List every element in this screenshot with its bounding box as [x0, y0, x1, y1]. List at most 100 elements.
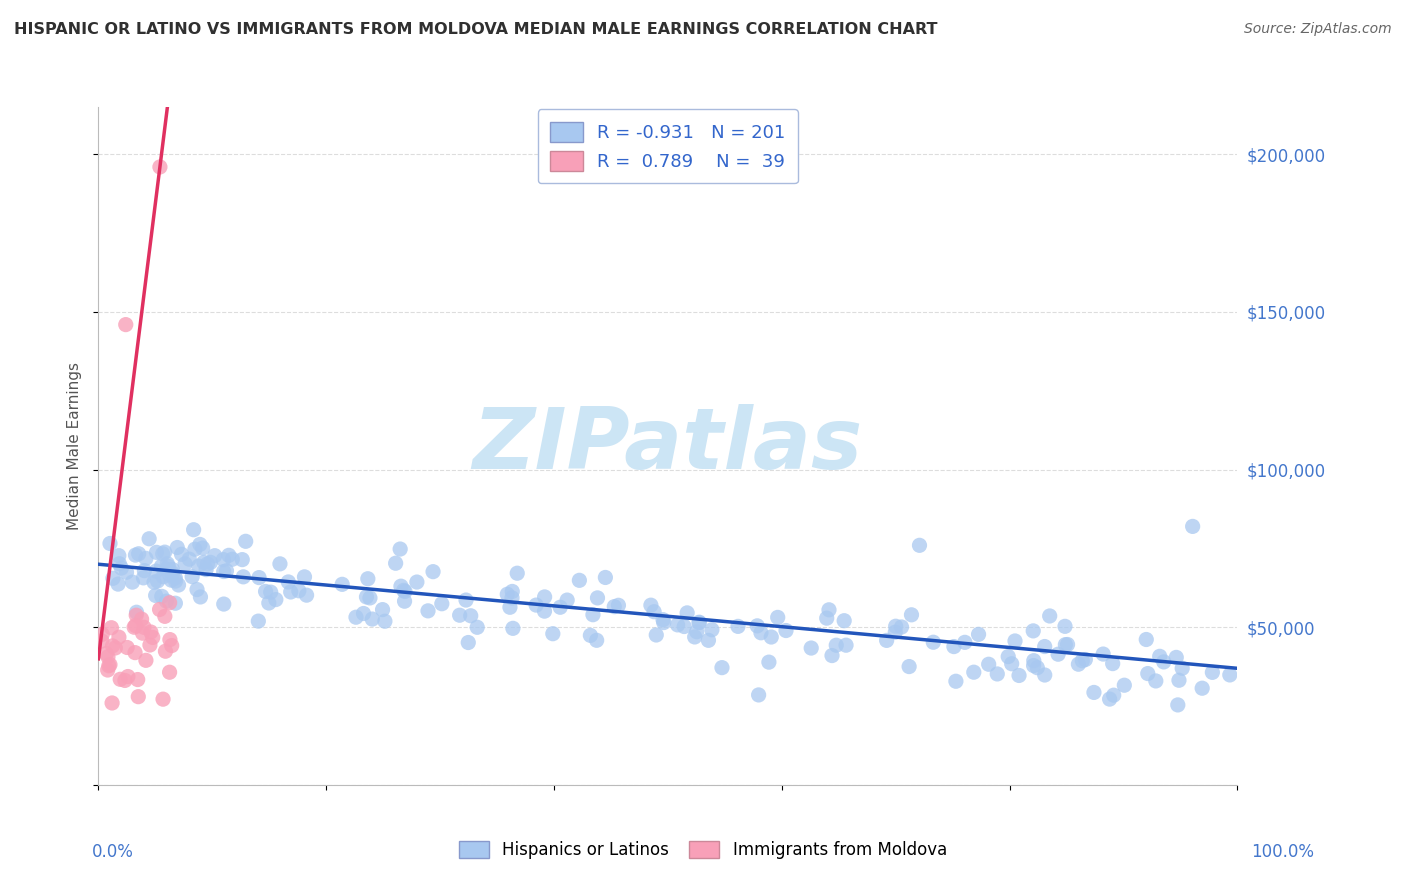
Point: [124, 548, 146, 562]
Point: [416, 604, 439, 618]
Point: [288, 583, 311, 598]
Point: [607, 599, 630, 613]
Point: [159, 567, 181, 582]
Point: [91, 627, 114, 641]
Point: [110, 561, 132, 575]
Point: [683, 630, 706, 644]
Point: [138, 532, 160, 546]
Point: [124, 646, 146, 660]
Point: [963, 665, 986, 680]
Point: [1201, 665, 1223, 680]
Point: [153, 609, 176, 624]
Point: [603, 599, 626, 614]
Point: [1001, 657, 1024, 671]
Point: [159, 665, 181, 680]
Point: [541, 626, 564, 640]
Point: [149, 160, 172, 174]
Point: [110, 673, 132, 687]
Point: [1166, 650, 1188, 665]
Point: [124, 618, 146, 632]
Point: [1004, 634, 1026, 648]
Point: [371, 602, 394, 616]
Point: [127, 690, 149, 704]
Point: [1181, 519, 1204, 533]
Point: [1083, 685, 1105, 699]
Point: [942, 640, 965, 654]
Point: [389, 579, 412, 593]
Point: [524, 598, 547, 612]
Point: [908, 538, 931, 552]
Point: [160, 573, 183, 587]
Point: [90, 634, 112, 648]
Point: [174, 557, 197, 571]
Point: [125, 608, 148, 623]
Point: [264, 592, 287, 607]
Point: [821, 648, 844, 663]
Point: [159, 632, 181, 647]
Point: [1033, 668, 1056, 682]
Point: [193, 555, 215, 569]
Point: [128, 547, 150, 561]
Y-axis label: Median Male Earnings: Median Male Earnings: [67, 362, 83, 530]
Point: [645, 628, 668, 642]
Point: [160, 639, 183, 653]
Point: [114, 673, 136, 688]
Point: [254, 584, 277, 599]
Point: [652, 615, 675, 630]
Point: [155, 644, 177, 658]
Point: [260, 585, 283, 599]
Point: [457, 635, 479, 649]
Point: [100, 621, 122, 635]
Point: [700, 623, 723, 637]
Point: [430, 597, 453, 611]
Point: [357, 572, 380, 586]
Point: [766, 610, 789, 624]
Point: [1056, 638, 1078, 652]
Point: [165, 574, 187, 588]
Point: [389, 542, 412, 557]
Point: [499, 600, 522, 615]
Point: [96, 647, 118, 661]
Point: [247, 614, 270, 628]
Point: [1071, 654, 1094, 668]
Point: [997, 649, 1019, 664]
Point: [579, 628, 602, 642]
Point: [115, 566, 138, 580]
Point: [1102, 688, 1125, 702]
Point: [152, 692, 174, 706]
Point: [666, 618, 689, 632]
Point: [97, 649, 120, 664]
Point: [1008, 668, 1031, 682]
Point: [152, 569, 174, 583]
Point: [1092, 647, 1115, 661]
Point: [1039, 609, 1062, 624]
Point: [595, 570, 617, 584]
Point: [502, 621, 524, 635]
Point: [652, 613, 675, 627]
Point: [747, 619, 769, 633]
Point: [127, 673, 149, 687]
Point: [115, 640, 138, 655]
Point: [108, 557, 131, 571]
Point: [422, 565, 444, 579]
Point: [170, 547, 193, 561]
Point: [568, 574, 591, 588]
Point: [501, 584, 523, 599]
Point: [330, 577, 353, 591]
Point: [277, 574, 299, 589]
Point: [191, 541, 214, 555]
Point: [1219, 668, 1241, 682]
Point: [101, 571, 124, 585]
Text: 100.0%: 100.0%: [1251, 843, 1315, 861]
Point: [394, 584, 416, 599]
Point: [465, 620, 488, 634]
Point: [165, 571, 187, 585]
Point: [374, 614, 396, 628]
Point: [145, 564, 167, 578]
Point: [818, 603, 841, 617]
Point: [204, 549, 226, 563]
Point: [1167, 698, 1189, 712]
Point: [125, 605, 148, 619]
Point: [394, 594, 416, 608]
Point: [832, 614, 855, 628]
